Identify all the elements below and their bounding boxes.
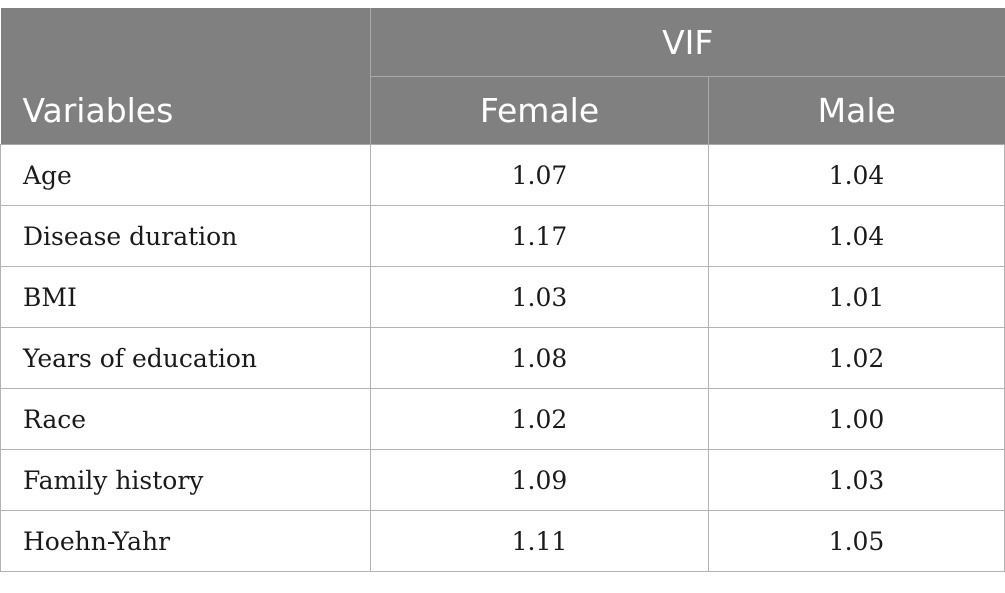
vif-table: VIF Variables Female Male Age 1.07 1.04 … [0,8,1005,572]
row-male-vif: 1.00 [707,388,1005,450]
row-male-vif: 1.01 [707,266,1005,328]
header-blank-cell [0,8,371,77]
row-male-vif: 1.04 [707,205,1005,267]
vif-table-container: VIF Variables Female Male Age 1.07 1.04 … [0,8,1005,572]
row-variable: Family history [0,449,371,511]
table-row: Hoehn-Yahr 1.11 1.05 [0,510,1005,572]
table-row: Years of education 1.08 1.02 [0,327,1005,389]
table-row: Race 1.02 1.00 [0,388,1005,450]
row-male-vif: 1.05 [707,510,1005,572]
header-row-group: VIF [0,8,1005,77]
header-row-columns: Variables Female Male [0,76,1005,145]
row-male-vif: 1.02 [707,327,1005,389]
row-female-vif: 1.17 [370,205,709,267]
row-variable: Years of education [0,327,371,389]
row-male-vif: 1.04 [707,144,1005,206]
row-variable: BMI [0,266,371,328]
row-male-vif: 1.03 [707,449,1005,511]
row-variable: Age [0,144,371,206]
row-female-vif: 1.03 [370,266,709,328]
table-row: Age 1.07 1.04 [0,144,1005,206]
row-variable: Race [0,388,371,450]
table-row: Family history 1.09 1.03 [0,449,1005,511]
table-header: VIF Variables Female Male [0,8,1005,145]
row-female-vif: 1.09 [370,449,709,511]
row-variable: Disease duration [0,205,371,267]
header-female: Female [370,76,709,145]
row-variable: Hoehn-Yahr [0,510,371,572]
row-female-vif: 1.07 [370,144,709,206]
table-row: BMI 1.03 1.01 [0,266,1005,328]
row-female-vif: 1.08 [370,327,709,389]
header-male: Male [707,76,1005,145]
table-row: Disease duration 1.17 1.04 [0,205,1005,267]
row-female-vif: 1.02 [370,388,709,450]
header-variables: Variables [0,76,371,145]
row-female-vif: 1.11 [370,510,709,572]
table-body: Age 1.07 1.04 Disease duration 1.17 1.04… [0,144,1005,572]
header-vif: VIF [369,8,1005,77]
